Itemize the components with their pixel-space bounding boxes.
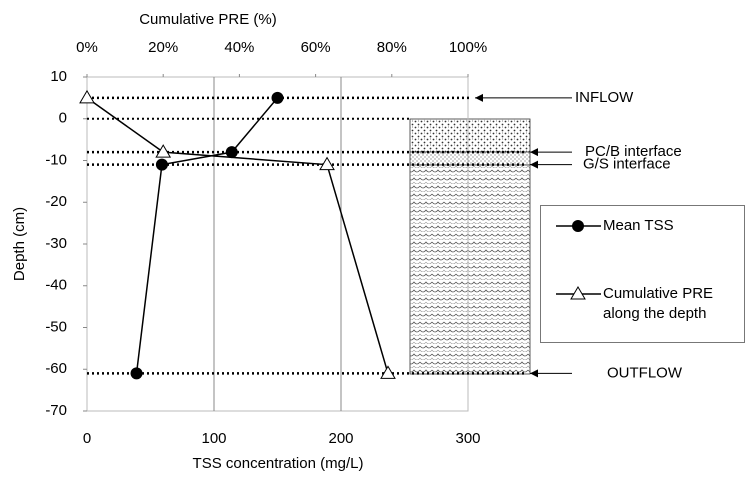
arrow-head xyxy=(530,369,538,378)
legend-label: Mean TSS xyxy=(603,217,674,234)
sand-layer xyxy=(409,151,531,166)
y-tick-label: -30 xyxy=(45,235,67,252)
x-tick-label: 100 xyxy=(201,430,226,447)
x2-tick-label: 100% xyxy=(449,39,487,56)
y-tick-label: 10 xyxy=(50,68,67,85)
y-tick-label: 0 xyxy=(59,110,67,127)
x2-tick-label: 40% xyxy=(224,39,254,56)
legend-symbols xyxy=(556,220,601,300)
legend: Mean TSS Cumulative PRE along the depth xyxy=(540,205,745,343)
y-tick-label: -10 xyxy=(45,151,67,168)
y-tick-label: -50 xyxy=(45,318,67,335)
y-tick-label: -20 xyxy=(45,193,67,210)
gravel-layer xyxy=(409,164,531,375)
x2-axis-title: Cumulative PRE (%) xyxy=(139,11,277,28)
arrow-head xyxy=(530,148,538,157)
arrow-head xyxy=(475,93,483,102)
legend-label: Cumulative PRE along the depth xyxy=(603,285,714,322)
series-line xyxy=(86,97,389,374)
x2-tick-label: 80% xyxy=(377,39,407,56)
legend-marker xyxy=(570,286,586,300)
point xyxy=(380,365,396,379)
point xyxy=(271,91,284,104)
annotation: G/S interface xyxy=(583,156,671,173)
point xyxy=(79,89,95,104)
x-tick-label: 200 xyxy=(328,430,353,447)
y-axis-title: Depth (cm) xyxy=(11,207,28,281)
y-tick-label: -40 xyxy=(45,277,67,294)
point xyxy=(155,144,172,158)
x2-tick-label: 20% xyxy=(148,39,178,56)
x-axis-title: TSS concentration (mg/L) xyxy=(193,455,364,472)
x2-tick-label: 0% xyxy=(76,39,98,56)
arrow-head xyxy=(530,160,538,169)
point xyxy=(225,146,238,159)
annotation: PC/B interface xyxy=(585,143,682,160)
annotation: OUTFLOW xyxy=(607,364,683,381)
point xyxy=(130,367,143,380)
point xyxy=(155,158,168,171)
annotation: INFLOW xyxy=(575,89,634,106)
y-tick-label: -60 xyxy=(45,360,67,377)
x-tick-label: 0 xyxy=(83,430,91,447)
x2-tick-label: 60% xyxy=(301,39,331,56)
pebble-layer xyxy=(409,118,531,153)
series-line xyxy=(135,97,279,374)
point xyxy=(319,156,335,171)
x-tick-label: 300 xyxy=(455,430,480,447)
y-tick-label: -70 xyxy=(45,402,67,419)
legend-marker xyxy=(572,220,584,232)
